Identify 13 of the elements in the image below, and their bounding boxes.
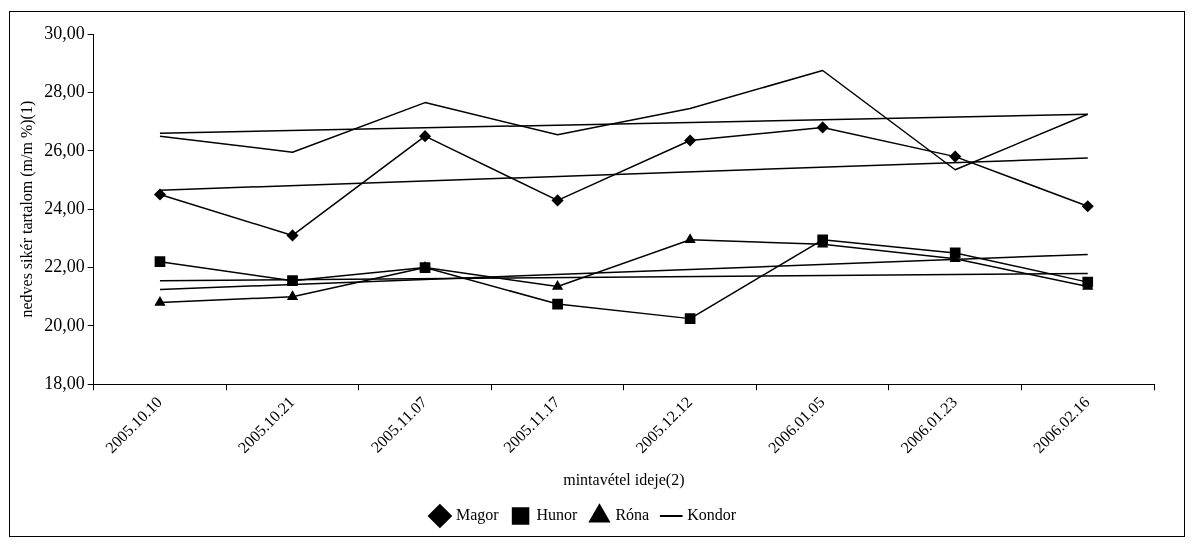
legend-label: Magor [455,506,500,525]
legend-label: Róna [615,506,650,524]
legend-label: Kondor [687,506,737,524]
y-tick-label: 18,00 [44,373,85,394]
y-tick-label: 28,00 [44,81,85,102]
y-tick-label: 26,00 [44,139,85,160]
y-tick-label: 22,00 [44,256,85,277]
y-tick-label: 30,00 [44,22,85,43]
y-axis-title: nedves sikér tartalom (m/m %)(1) [17,100,36,318]
legend-label: Hunor [536,506,579,524]
y-tick-label: 20,00 [44,314,85,335]
x-axis-title: mintavétel ideje(2) [563,470,685,489]
y-tick-label: 24,00 [44,197,85,218]
